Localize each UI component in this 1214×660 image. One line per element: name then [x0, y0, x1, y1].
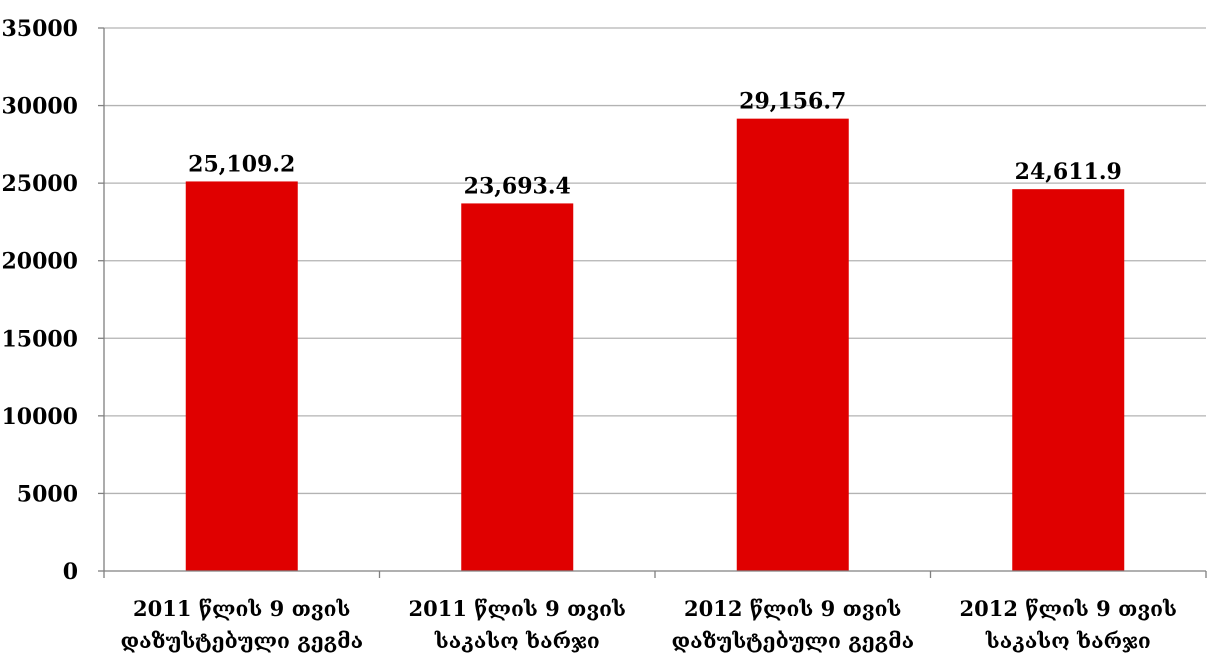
- bar: [736, 118, 849, 571]
- bar: [461, 203, 574, 571]
- y-tick-label: 5000: [17, 481, 78, 507]
- y-tick-label: 20000: [1, 249, 78, 275]
- x-tick-label-line: 2011 წლის 9 თვის: [409, 596, 627, 621]
- y-tick-labels: 0 5000 10000 15000 20000 25000 30000 35000: [1, 16, 78, 585]
- data-labels: 25,109.2 23,693.4 29,156.7 24,611.9: [188, 89, 1122, 200]
- x-tick-label: 2012 წლის 9 თვის დაზუსტებული გეგმა: [671, 596, 914, 653]
- x-tick-label-line: 2012 წლის 9 თვის: [684, 596, 902, 621]
- data-label: 25,109.2: [188, 151, 295, 177]
- y-tick-label: 25000: [1, 171, 78, 197]
- x-tick-label-line: 2012 წლის 9 თვის: [960, 596, 1178, 621]
- axes: [98, 27, 1207, 578]
- bars: [185, 118, 1125, 572]
- bar: [1012, 189, 1125, 572]
- y-tick-label: 35000: [1, 16, 78, 42]
- data-label: 23,693.4: [464, 173, 571, 199]
- y-tick-label: 15000: [1, 326, 78, 352]
- y-tick-label: 0: [63, 559, 78, 585]
- data-label: 29,156.7: [739, 89, 846, 115]
- y-tick-label: 10000: [1, 404, 78, 430]
- data-label: 24,611.9: [1015, 159, 1122, 185]
- y-tick-label: 30000: [1, 94, 78, 120]
- x-tick-label-line: საკასო ხარჯი: [985, 628, 1151, 653]
- x-tick-label-line: დაზუსტებული გეგმა: [671, 628, 914, 653]
- x-tick-label-line: საკასო ხარჯი: [434, 628, 600, 653]
- x-tick-label-line: 2011 წლის 9 თვის: [133, 596, 351, 621]
- x-tick-label: 2012 წლის 9 თვის საკასო ხარჯი: [960, 596, 1178, 653]
- x-tick-label-line: დაზუსტებული გეგმა: [120, 628, 363, 653]
- x-tick-label: 2011 წლის 9 თვის დაზუსტებული გეგმა: [120, 596, 363, 653]
- x-tick-label: 2011 წლის 9 თვის საკასო ხარჯი: [409, 596, 627, 653]
- bar: [185, 181, 298, 571]
